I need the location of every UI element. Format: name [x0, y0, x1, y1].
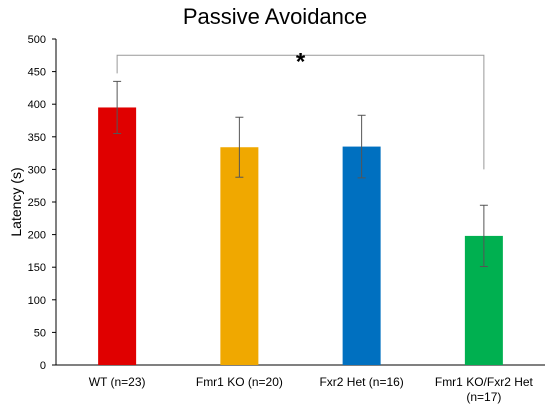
y-tick-label: 500 — [28, 34, 46, 46]
chart-title: Passive Avoidance — [183, 4, 367, 29]
axes: 0 50 100 150 200 250 300 350 400 450 500 — [28, 34, 545, 372]
bar — [342, 146, 381, 365]
y-tick-label: 450 — [28, 67, 46, 79]
x-tick-label: Fmr1 KO (n=20) — [196, 375, 283, 389]
x-tick-label: WT (n=23) — [89, 375, 146, 389]
y-tick-label: 400 — [28, 99, 46, 111]
y-tick-label: 350 — [28, 132, 46, 144]
y-tick-label: 300 — [28, 164, 46, 176]
y-tick-label: 200 — [28, 230, 46, 242]
x-tick-label: (n=17) — [466, 390, 501, 404]
y-tick-label: 250 — [28, 197, 46, 209]
y-axis-label: Latency (s) — [8, 167, 24, 236]
bar — [98, 107, 137, 366]
y-tick-label: 150 — [28, 262, 46, 274]
bars — [98, 107, 503, 366]
significance-line — [116, 54, 485, 170]
x-tick-label: Fxr2 Het (n=16) — [319, 375, 403, 389]
bar — [220, 147, 259, 365]
y-tick-label: 100 — [28, 295, 46, 307]
significance-star: * — [296, 48, 306, 75]
x-tick-labels: WT (n=23) Fmr1 KO (n=20) Fxr2 Het (n=16) Fm… — [89, 375, 534, 404]
significance-bracket: * — [116, 48, 485, 170]
y-tick-label: 0 — [40, 360, 46, 372]
x-tick-label: Fmr1 KO/Fxr2 Het — [435, 375, 534, 389]
error-bars — [113, 80, 488, 268]
y-tick-label: 50 — [34, 327, 46, 339]
